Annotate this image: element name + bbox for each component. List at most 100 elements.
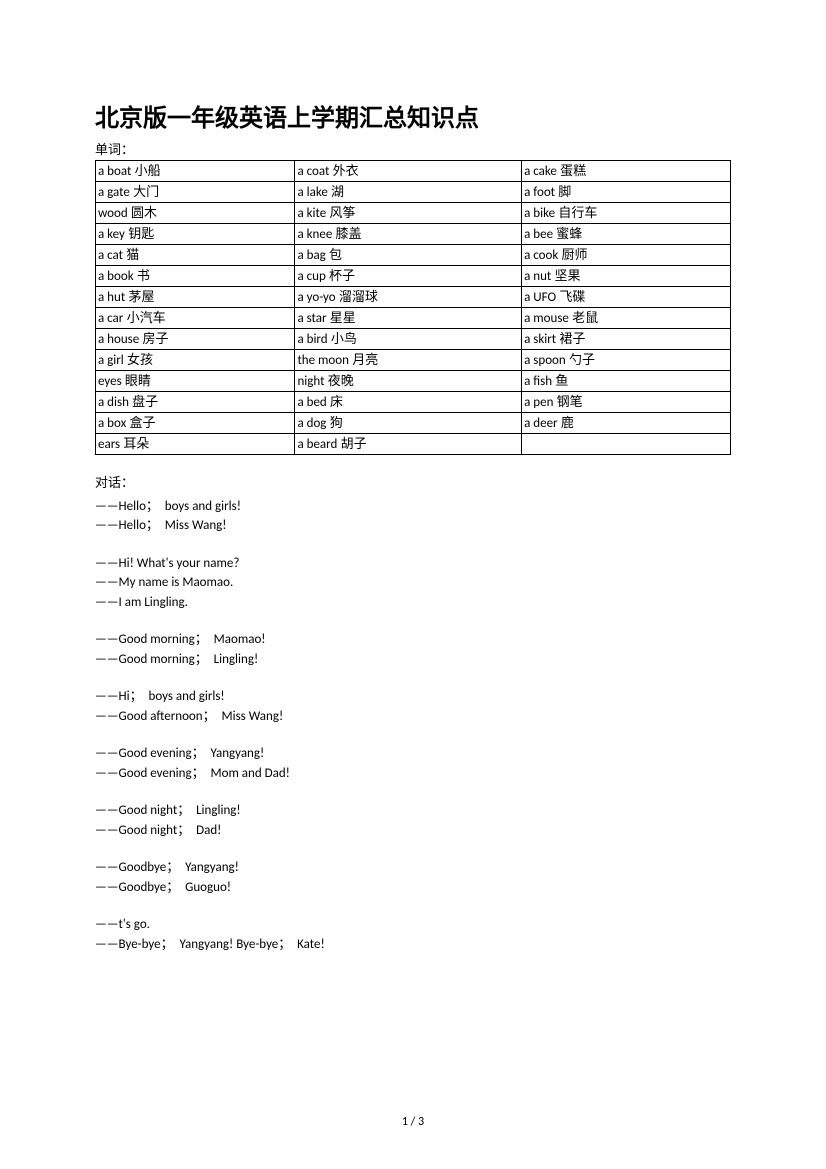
dialogue-line: ——Good afternoon； Miss Wang! [95,707,731,727]
cell-chinese: 猫 [123,247,139,262]
table-cell: a pen 钢笔 [522,392,731,413]
cell-chinese: 圆木 [128,205,157,220]
table-cell: a skirt 裙子 [522,329,731,350]
cell-chinese: 星星 [327,310,356,325]
cell-chinese: 坚果 [551,268,580,283]
cell-chinese: 小船 [131,163,160,178]
cell-english: a spoon [524,353,566,368]
cell-english: a nut [524,269,551,284]
table-row: a book 书a cup 杯子a nut 坚果 [96,266,731,287]
cell-english: a mouse [524,311,569,326]
dialogue-block: ——Good evening； Yangyang!——Good evening；… [95,744,731,783]
dialogue-line: ——Hello； Miss Wang! [95,516,731,536]
dialogue-line: ——Hello； boys and girls! [95,497,731,517]
table-cell: a yo-yo 溜溜球 [295,287,522,308]
cell-english: a cup [297,269,325,284]
table-row: ears 耳朵 a beard 胡子 [96,434,731,455]
cell-chinese: 耳朵 [120,436,149,451]
table-row: wood 圆木a kite 风筝a bike 自行车 [96,203,731,224]
table-row: a house 房子a bird 小鸟 a skirt 裙子 [96,329,731,350]
table-row: a boat 小船a coat 外衣a cake 蛋糕 [96,161,731,182]
cell-english: a beard [297,437,337,452]
dialogue-block: ——Hi! What's your name?——My name is Maom… [95,554,731,613]
cell-english: a bird [297,332,327,347]
table-cell: a box 盒子 [96,413,295,434]
table-cell: a fish 鱼 [522,371,731,392]
cell-english: a box [98,416,126,431]
table-cell: a bee 蜜蜂 [522,224,731,245]
dialogue-block: ——Hi； boys and girls!——Good afternoon； M… [95,687,731,726]
table-cell: a book 书 [96,266,295,287]
table-cell: a cup 杯子 [295,266,522,287]
table-cell: a key 钥匙 [96,224,295,245]
dialogue-block: ——t's go.——Bye-bye； Yangyang! Bye-bye； K… [95,915,731,954]
table-cell: a bag 包 [295,245,522,266]
cell-chinese: 盘子 [129,394,158,409]
table-cell: a lake 湖 [295,182,522,203]
cell-chinese: 大门 [130,184,159,199]
table-cell: a star 星星 [295,308,522,329]
cell-chinese: 老鼠 [569,310,598,325]
cell-chinese: 膝盖 [332,226,361,241]
cell-chinese: 杯子 [326,268,355,283]
table-cell: a cake 蛋糕 [522,161,731,182]
cell-chinese: 自行车 [555,205,597,220]
cell-chinese: 湖 [328,184,344,199]
cell-english: a dog [297,416,326,431]
cell-chinese: 钥匙 [125,226,154,241]
table-row: a cat 猫a bag 包a cook 厨师 [96,245,731,266]
table-cell: a bed 床 [295,392,522,413]
table-cell: a foot 脚 [522,182,731,203]
table-cell: a dish 盘子 [96,392,295,413]
cell-english: a dish [98,395,129,410]
cell-english: a hut [98,290,125,305]
cell-chinese: 鹿 [558,415,574,430]
cell-english: a bag [297,248,325,263]
table-cell: a gate 大门 [96,182,295,203]
cell-chinese: 风筝 [326,205,355,220]
cell-english: a cook [524,248,558,263]
dialogue-line: ——Good morning； Lingling! [95,650,731,670]
cell-chinese: 溜溜球 [336,289,378,304]
table-row: a box 盒子a dog 狗a deer 鹿 [96,413,731,434]
cell-english: a gate [98,185,130,200]
cell-chinese: 钢笔 [553,394,582,409]
cell-chinese: 小鸟 [328,331,357,346]
cell-english: a book [98,269,134,284]
cell-chinese: 包 [326,247,342,262]
table-cell: the moon 月亮 [295,350,522,371]
table-row: a girl 女孩the moon 月亮a spoon 勺子 [96,350,731,371]
dialogue-block: ——Good morning； Maomao!——Good morning； L… [95,630,731,669]
dialogue-line: ——My name is Maomao. [95,573,731,593]
dialogue-line: ——Goodbye； Yangyang! [95,858,731,878]
table-cell: a boat 小船 [96,161,295,182]
cell-english: a knee [297,227,332,242]
table-cell: a house 房子 [96,329,295,350]
cell-chinese: 蜜蜂 [553,226,582,241]
table-cell: a nut 坚果 [522,266,731,287]
cell-english: night [297,374,324,389]
dialogue-label: 对话： [95,473,731,493]
cell-chinese: 胡子 [337,436,366,451]
cell-english: a deer [524,416,557,431]
dialogue-line: ——Hi； boys and girls! [95,687,731,707]
dialogue-line: ——Good evening； Yangyang! [95,744,731,764]
table-cell: a spoon 勺子 [522,350,731,371]
cell-english: a key [98,227,125,242]
vocab-label: 单词： [95,139,731,158]
table-cell: a kite 风筝 [295,203,522,224]
cell-chinese: 女孩 [124,352,153,367]
cell-english: a UFO [524,290,556,305]
table-cell: a mouse 老鼠 [522,308,731,329]
cell-chinese: 飞碟 [556,289,585,304]
cell-english: ears [98,437,120,452]
table-cell: a cat 猫 [96,245,295,266]
table-cell: a UFO 飞碟 [522,287,731,308]
cell-chinese: 蛋糕 [557,163,586,178]
dialogue-line: ——Bye-bye； Yangyang! Bye-bye； Kate! [95,935,731,955]
cell-chinese: 书 [134,268,150,283]
cell-chinese: 月亮 [349,352,378,367]
cell-chinese: 鱼 [552,373,568,388]
dialogue-line: ——Good morning； Maomao! [95,630,731,650]
cell-chinese: 眼睛 [122,373,151,388]
